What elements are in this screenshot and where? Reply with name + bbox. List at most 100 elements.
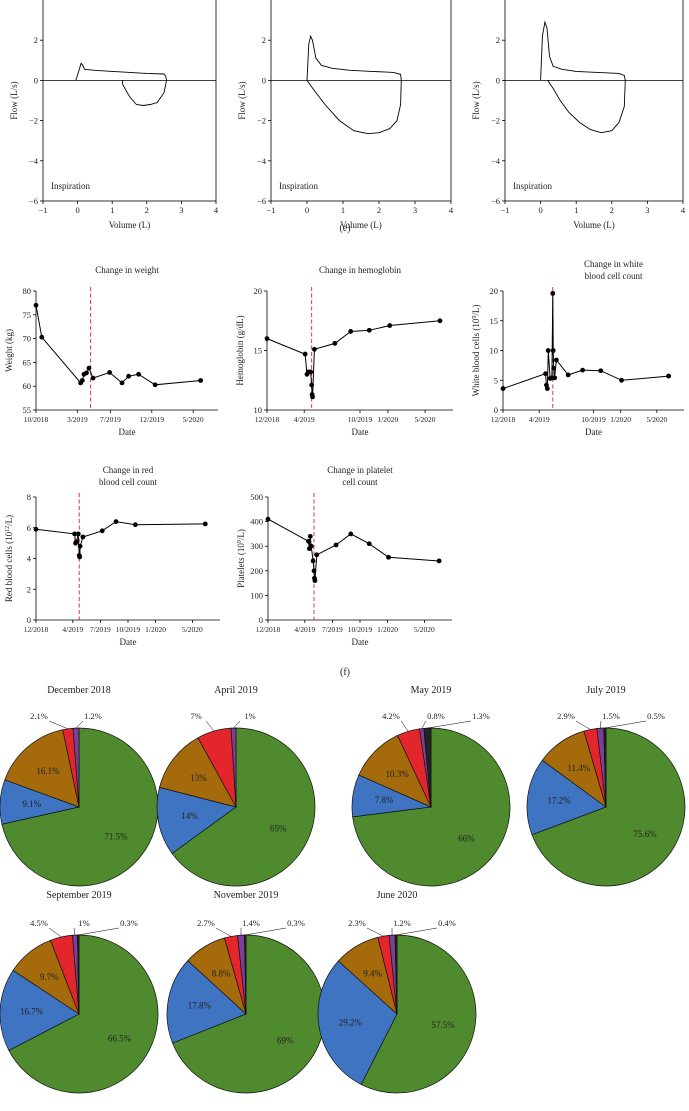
x-tick-label: 4/2019 [529,415,550,424]
x-axis-label: Volume (L) [109,220,151,230]
x-tick-label: 1/2020 [377,625,398,634]
data-point [332,340,338,346]
pie-slice [230,727,237,808]
y-tick-label: 0 [259,615,263,625]
data-point [308,369,314,375]
pie-label: 66% [458,833,475,843]
y-tick-label: 20 [254,286,263,296]
data-point [113,519,119,524]
y-tick-label: −6 [29,196,38,206]
x-axis-label: Volume (L) [340,220,382,230]
data-point [72,531,78,537]
chart-hemoglobin: 10 15 20 12/2018 4/2019 10/2019 1/2020 5/2020 Da… [235,265,453,437]
y-tick-label: −2 [29,116,38,126]
data-point [265,516,271,522]
pie-slice [1,727,159,887]
series-line-red-blood-cells [35,521,206,558]
x-tick-label: 4 [681,205,686,215]
x-tick-label: 2 [145,205,149,215]
pie-leader-line [233,720,241,729]
pie-slice [0,969,80,1051]
y-axis-label: Hemoglobin (g/dL) [235,315,245,385]
pie-leader-line [400,720,409,732]
y-tick-label: 60 [23,381,32,391]
pie-label: 69% [277,1036,294,1046]
data-point [550,290,556,296]
data-point [598,368,604,374]
y-tick-label: 6 [27,523,31,533]
pie-leader-line [427,720,472,729]
y-tick-label: −6 [257,196,266,206]
pie-leader-line [575,720,591,730]
pie-label: 9.7% [40,972,59,982]
data-point [119,380,125,386]
x-tick-label: 4/2019 [294,625,315,634]
pie-label: 14% [181,811,198,821]
chart-title-line1: Change in platelet [327,465,393,475]
x-tick-label: 3 [179,205,183,215]
series-line-expiration [540,20,626,81]
y-tick-label: 8 [27,492,31,502]
data-point [314,552,320,558]
chart-title-line1: Change in red [103,465,154,475]
series-line-expiration [306,34,402,81]
chart-title-line1: Change in white [584,259,643,269]
data-point [306,538,311,544]
pie-leader-line [421,720,427,729]
pie-label: 29.2% [339,1018,363,1028]
x-tick-label: 3/2019 [67,415,88,424]
x-tick-label: −1 [500,205,509,215]
panel-label-f: (f) [340,667,350,678]
data-point [552,375,557,381]
pie-label: 11.4% [567,763,590,773]
pie-label: 9.4% [363,968,382,978]
data-point [551,365,557,371]
data-point [264,336,270,341]
annotation-inspiration: Inspiration [513,181,552,191]
x-tick-label: 10/2018 [24,415,49,424]
data-point [348,531,354,537]
data-point [74,539,79,544]
pie-label: 10.3% [386,769,410,779]
data-point [550,348,556,353]
y-tick-label: −4 [29,156,39,166]
pie-label: 17.8% [188,1000,212,1010]
x-axis-label: Date [352,637,369,647]
y-tick-label: −2 [257,116,266,126]
x-tick-label: 2 [377,205,381,215]
x-tick-label: 1/2020 [145,625,166,634]
panel-label-e: (e) [339,223,350,234]
x-tick-label: 7/2019 [322,625,343,634]
data-point [544,386,550,391]
y-tick-label: 80 [23,286,32,296]
x-tick-label: 10/2019 [348,415,373,424]
pie-slice [159,737,237,808]
data-point [126,373,132,379]
pie-label: 2.9% [557,711,575,721]
y-tick-label: 300 [250,541,263,551]
pie-label: 16.1% [36,766,60,776]
x-tick-label: −1 [38,205,47,215]
chart-title-line2: cell count [342,477,378,487]
plot-frame [42,0,217,202]
pie-leader-line [215,927,232,937]
data-point [202,521,208,527]
pie-leader-line [604,720,647,729]
chart-pie1: December 2018 71.5% 9.1% 16.1% 2.1% 1.2% [0,685,159,887]
x-tick-label: 4 [214,205,219,215]
y-axis-label: Red blood cells (1012/L) [4,515,14,602]
data-point [619,377,624,383]
data-point [77,554,83,560]
x-axis-label: Date [119,427,136,437]
data-point [136,371,141,377]
pie-label: 13% [190,773,207,783]
x-tick-label: 1/2020 [377,415,398,424]
data-point [366,327,372,333]
pie-slice [423,727,432,808]
chart-pie6: November 2019 69% 17.8% 8.8% 2.7% 1.4% 0.3% [166,890,326,1094]
pie-label: 1.3% [472,711,490,721]
pie-label: 2.1% [30,711,48,721]
data-point [33,302,39,308]
series-line-weight [35,305,201,386]
